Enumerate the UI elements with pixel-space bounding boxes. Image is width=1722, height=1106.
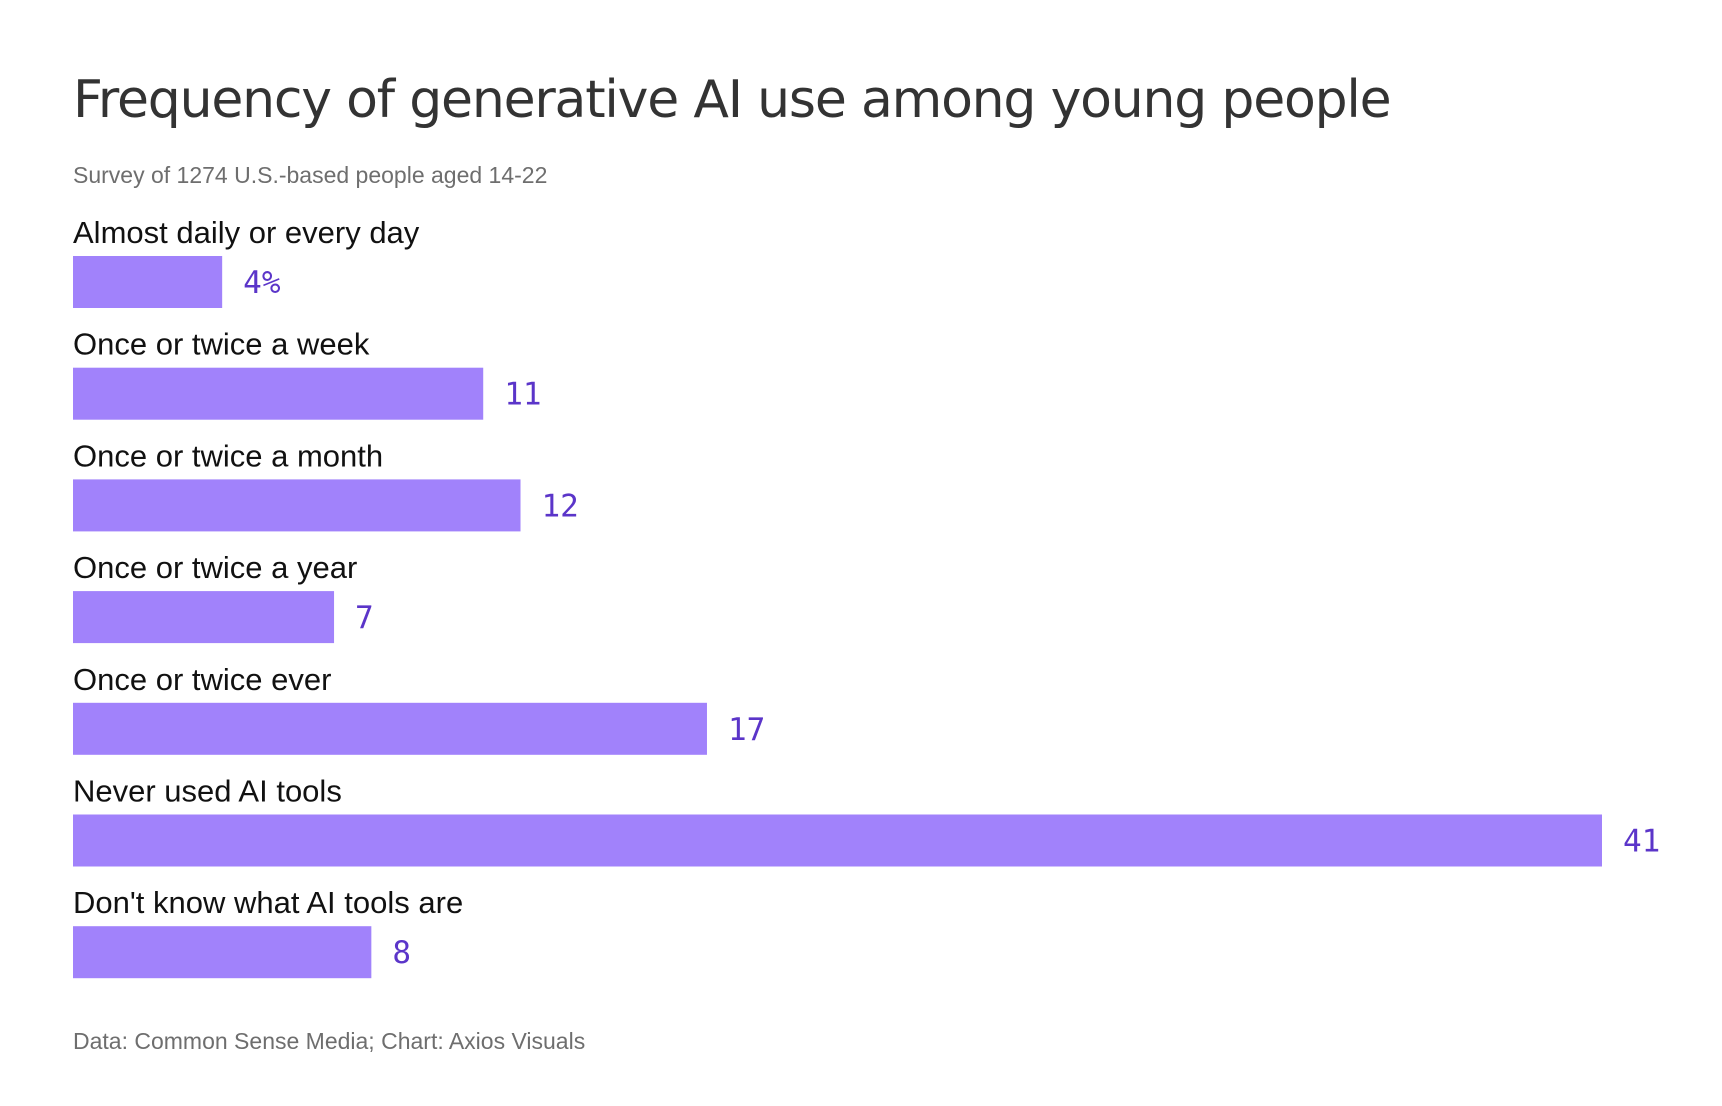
bar: [73, 367, 484, 420]
value-label: 41: [1623, 824, 1660, 860]
chart-subtitle: Survey of 1274 U.S.-based people aged 14…: [73, 162, 548, 188]
bar: [73, 256, 223, 308]
category-label: Almost daily or every day: [73, 215, 420, 250]
category-label: Once or twice a year: [73, 550, 357, 585]
value-label: 4%: [243, 265, 281, 301]
category-label: Don't know what AI tools are: [73, 885, 463, 920]
source-note: Data: Common Sense Media; Chart: Axios V…: [73, 1028, 586, 1054]
value-label: 17: [728, 712, 765, 748]
value-label: 8: [392, 935, 411, 971]
bar: [73, 926, 372, 979]
bar: [73, 702, 707, 755]
value-label: 7: [355, 600, 374, 636]
bar: [73, 814, 1602, 867]
category-label: Once or twice a month: [73, 438, 383, 473]
chart-title: Frequency of generative AI use among you…: [73, 70, 1392, 130]
bar: [73, 591, 335, 644]
bars-group: Almost daily or every day 4% Once or twice…: [73, 215, 1660, 979]
value-label: 11: [504, 377, 541, 413]
category-label: Once or twice ever: [73, 662, 331, 697]
value-label: 12: [542, 488, 579, 524]
bar: [73, 479, 521, 532]
category-label: Once or twice a week: [73, 327, 370, 362]
category-label: Never used AI tools: [73, 774, 342, 809]
